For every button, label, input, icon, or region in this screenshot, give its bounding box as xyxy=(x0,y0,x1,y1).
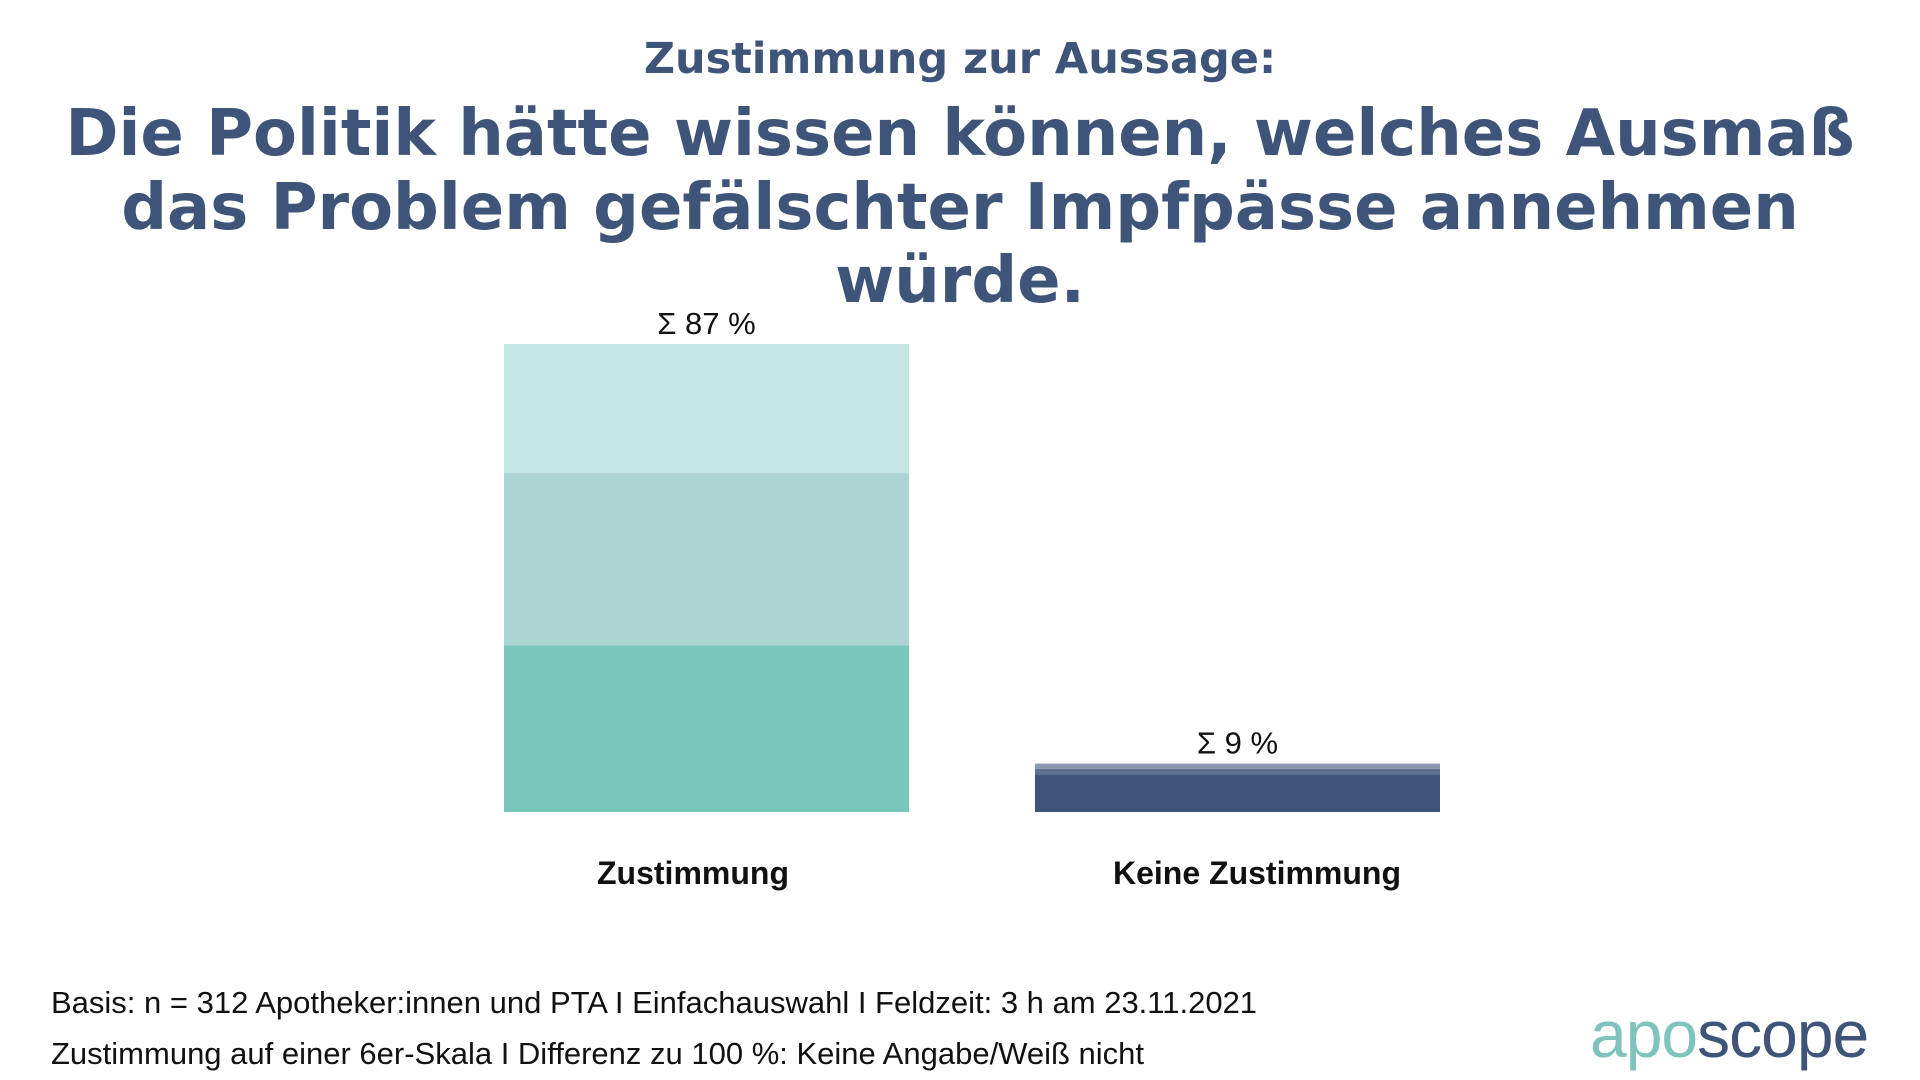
bar-segment-1-1 xyxy=(504,645,909,812)
stacked-bar-chart: Σ 87 % Zustimmung Σ 9 % Keine Zustimmung xyxy=(504,306,1440,891)
bar-segment-2-2 xyxy=(1035,768,1440,775)
footnote-basis: Basis: n = 312 Apotheker:innen und PTA I… xyxy=(51,985,1258,1020)
category-label-1: Zustimmung xyxy=(597,855,789,891)
bar-segment-2-3 xyxy=(1035,763,1440,769)
aposcope-logo: aposcope xyxy=(1590,996,1869,1072)
total-label-1: Σ 87 % xyxy=(657,306,755,341)
bar-segment-2-1 xyxy=(1035,774,1440,812)
footnote-scale: Zustimmung auf einer 6er-Skala I Differe… xyxy=(51,1036,1145,1071)
bar-segment-1-3 xyxy=(504,344,909,474)
chart-title: Die Politik hätte wissen können, welches… xyxy=(65,97,1855,319)
logo-part-scope: scope xyxy=(1697,997,1869,1071)
bar-segment-1-2 xyxy=(504,473,909,646)
chart-subtitle: Zustimmung zur Aussage: xyxy=(643,34,1277,84)
total-label-2: Σ 9 % xyxy=(1197,726,1278,761)
logo-part-apo: apo xyxy=(1590,997,1698,1071)
category-label-2: Keine Zustimmung xyxy=(1113,855,1401,891)
